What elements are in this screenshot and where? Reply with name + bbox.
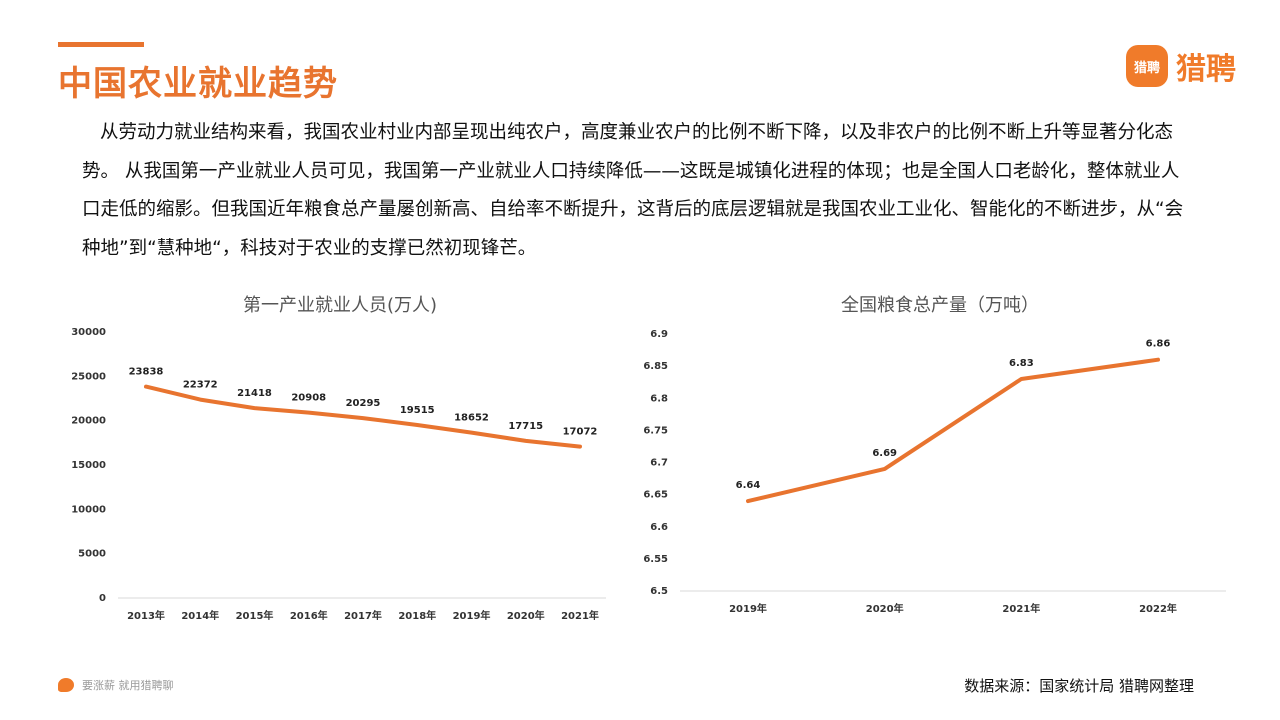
chart2-data-label: 6.69 xyxy=(872,448,897,459)
chart1-x-tick-label: 2013年 xyxy=(127,609,165,622)
chart2-y-tick-label: 6.7 xyxy=(650,458,668,469)
chart1-y-tick-label: 0 xyxy=(99,593,106,604)
chart2-title: 全国粮食总产量（万吨） xyxy=(841,295,1039,316)
chart1-y-tick-label: 25000 xyxy=(71,371,106,382)
chart1-x-tick-label: 2021年 xyxy=(561,609,599,622)
chart1-y-tick-label: 20000 xyxy=(71,416,106,427)
chart2-y-tick-label: 6.6 xyxy=(650,522,668,533)
chart1-title: 第一产业就业人员(万人) xyxy=(242,295,438,316)
footer-slogan: 要涨薪 就用猎聘聊 xyxy=(82,679,174,692)
chart2-data-label: 6.64 xyxy=(736,480,761,491)
chart2-y-tick-label: 6.55 xyxy=(643,554,668,565)
chart2-y-tick-label: 6.65 xyxy=(643,490,668,501)
chart1-x-tick-label: 2019年 xyxy=(453,609,491,622)
chart1-data-label: 23838 xyxy=(129,367,164,378)
chart1-x-tick-label: 2014年 xyxy=(181,609,219,622)
footer-slogan-group: 要涨薪 就用猎聘聊 xyxy=(58,677,174,693)
chart1-data-label: 20908 xyxy=(291,393,326,404)
chart1-x-tick-label: 2018年 xyxy=(398,609,436,622)
title-accent-bar xyxy=(58,42,144,47)
chart2-y-tick-label: 6.8 xyxy=(650,393,668,404)
chart1-data-label: 21418 xyxy=(237,388,272,399)
chart1-x-tick-label: 2015年 xyxy=(236,609,274,622)
chart2-y-tick-label: 6.9 xyxy=(650,329,668,340)
page-title: 中国农业就业趋势 xyxy=(58,64,338,104)
chart2-data-label: 6.86 xyxy=(1146,339,1171,350)
chart2-data-label: 6.83 xyxy=(1009,358,1034,369)
brand-name: 猎聘 xyxy=(1176,52,1236,87)
chart1-data-label: 19515 xyxy=(400,405,435,416)
chart2-x-tick-label: 2021年 xyxy=(1002,602,1040,615)
chart1-data-label: 17715 xyxy=(508,421,543,432)
chart1-y-tick-label: 15000 xyxy=(71,460,106,471)
chat-bubble-icon xyxy=(58,678,74,692)
liepin-logo-icon: 猎聘 xyxy=(1126,45,1168,87)
chart2-x-tick-label: 2020年 xyxy=(866,602,904,615)
chart1-y-tick-label: 10000 xyxy=(71,504,106,515)
chart1-y-tick-label: 30000 xyxy=(71,327,106,338)
chart1-x-tick-label: 2016年 xyxy=(290,609,328,622)
chart1-data-label: 18652 xyxy=(454,413,489,424)
chart1-x-tick-label: 2020年 xyxy=(507,609,545,622)
chart2-series-line xyxy=(746,357,1160,504)
chart1-data-label: 20295 xyxy=(346,398,381,409)
intro-paragraph: 从劳动力就业结构来看，我国农业村业内部呈现出纯农户，高度兼业农户的比例不断下降，… xyxy=(82,122,1184,259)
chart2-x-tick-label: 2022年 xyxy=(1139,602,1177,615)
chart2-y-tick-label: 6.75 xyxy=(643,425,668,436)
chart2-x-tick-label: 2019年 xyxy=(729,602,767,615)
chart1-data-label: 22372 xyxy=(183,380,218,391)
chart1-series-line xyxy=(144,384,582,449)
chart2-y-tick-label: 6.85 xyxy=(643,361,668,372)
chart1-data-label: 17072 xyxy=(563,427,598,438)
chart1-x-tick-label: 2017年 xyxy=(344,609,382,622)
data-source: 数据来源：国家统计局 猎聘网整理 xyxy=(964,677,1194,695)
chart1-y-tick-label: 5000 xyxy=(78,549,106,560)
chart2-y-tick-label: 6.5 xyxy=(650,586,668,597)
brand-logo: 猎聘 猎聘 xyxy=(1126,44,1236,88)
